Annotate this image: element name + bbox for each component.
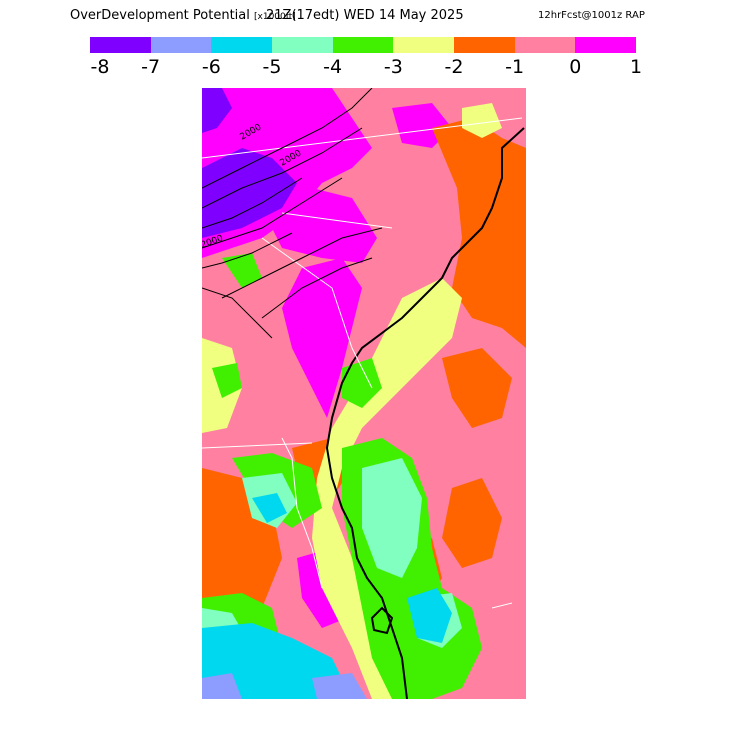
color-legend-labels: -8 -7 -6 -5 -4 -3 -2 -1 0 1 — [0, 56, 729, 78]
valid-time: 21Z(17edt) WED 14 May 2025 — [266, 8, 464, 23]
legend-label: -2 — [444, 56, 464, 78]
legend-swatch — [575, 37, 637, 53]
legend-swatch — [272, 37, 333, 53]
forecast-map: 2000 2000 2000 — [202, 88, 526, 699]
title-row: OverDevelopment Potential [x1000ft] 21Z(… — [0, 8, 729, 26]
color-legend-bar — [90, 37, 637, 53]
legend-swatch — [393, 37, 455, 53]
coastline — [325, 127, 525, 699]
title-text: OverDevelopment Potential — [70, 8, 250, 23]
units-text: [x1000ft] — [254, 12, 296, 22]
field-purple — [202, 88, 297, 238]
terrain-contours — [202, 88, 383, 339]
map-panel: 2000 2000 2000 — [202, 88, 526, 699]
legend-swatch — [454, 37, 515, 53]
legend-swatch — [211, 37, 273, 53]
map-title: OverDevelopment Potential [x1000ft] — [70, 8, 296, 23]
legend-swatch — [514, 37, 576, 53]
legend-label: -8 — [90, 56, 110, 78]
state-borders — [202, 117, 523, 609]
legend-label: 1 — [629, 56, 643, 78]
legend-label: -3 — [383, 56, 403, 78]
legend-swatch — [90, 37, 151, 53]
field-lavender — [202, 673, 367, 699]
legend-label: -4 — [323, 56, 343, 78]
legend-label: 0 — [569, 56, 582, 78]
legend-swatch — [332, 37, 394, 53]
legend-swatch — [150, 37, 212, 53]
forecast-info: 12hrFcst@1001z RAP — [538, 10, 645, 21]
legend-label: -1 — [505, 56, 525, 78]
legend-label: -6 — [201, 56, 221, 78]
legend-label: -5 — [262, 56, 282, 78]
legend-label: -7 — [141, 56, 161, 78]
